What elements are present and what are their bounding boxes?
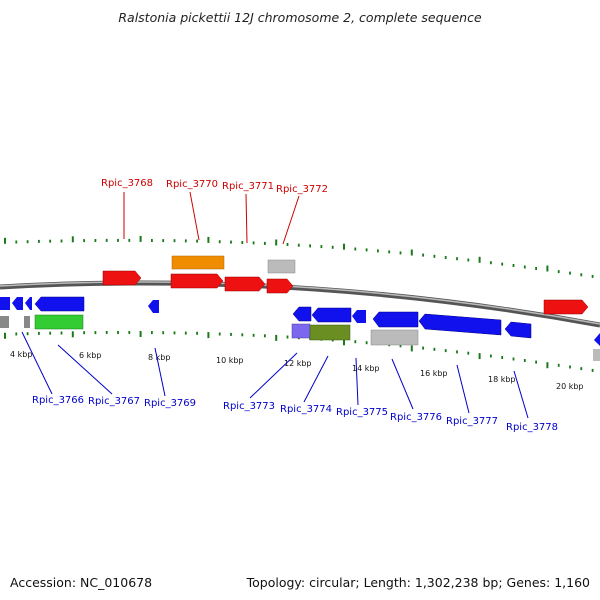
label-rpic-3768[interactable]: Rpic_3768 bbox=[101, 178, 153, 189]
leader-rpic-3772 bbox=[282, 195, 300, 245]
label-rpic-3777[interactable]: Rpic_3777 bbox=[446, 416, 498, 427]
leader-rpic-3769 bbox=[154, 347, 166, 397]
reverse-genes bbox=[0, 296, 600, 361]
leader-rpic-3776 bbox=[391, 358, 414, 410]
forward-labels: Rpic_3768 Rpic_3770 Rpic_3771 Rpic_3772 bbox=[101, 178, 328, 245]
scale-label-8kbp: 8 kbp bbox=[148, 353, 170, 362]
label-rpic-3771[interactable]: Rpic_3771 bbox=[222, 181, 274, 192]
leader-rpic-3767 bbox=[57, 344, 113, 395]
gene-purple-block[interactable] bbox=[291, 323, 311, 339]
label-rpic-3767[interactable]: Rpic_3767 bbox=[88, 396, 140, 407]
reverse-labels: Rpic_3766 Rpic_3767 Rpic_3769 Rpic_3773 … bbox=[21, 331, 558, 433]
leader-rpic-3778 bbox=[513, 370, 529, 419]
scale-label-16kbp: 16 kbp bbox=[420, 369, 448, 378]
gene-rpic-3774[interactable] bbox=[311, 307, 352, 323]
label-rpic-3766[interactable]: Rpic_3766 bbox=[32, 395, 84, 406]
gene-blue-left-edge[interactable] bbox=[0, 297, 10, 310]
gene-rpic-3766[interactable] bbox=[34, 296, 85, 312]
gene-gray-block-bottom[interactable] bbox=[370, 329, 419, 346]
gene-gray-block-top[interactable] bbox=[267, 259, 296, 274]
label-rpic-3775[interactable]: Rpic_3775 bbox=[336, 407, 388, 418]
label-rpic-3772[interactable]: Rpic_3772 bbox=[276, 184, 328, 195]
label-rpic-3778[interactable]: Rpic_3778 bbox=[506, 422, 558, 433]
gene-blue-mid[interactable] bbox=[352, 310, 366, 323]
gene-red-right[interactable] bbox=[543, 299, 589, 315]
label-rpic-3769[interactable]: Rpic_3769 bbox=[144, 398, 196, 409]
label-rpic-3773[interactable]: Rpic_3773 bbox=[223, 401, 275, 412]
gene-olive-block[interactable] bbox=[309, 324, 351, 341]
leader-rpic-3766 bbox=[21, 331, 53, 395]
leader-rpic-3774 bbox=[303, 355, 329, 403]
label-rpic-3776[interactable]: Rpic_3776 bbox=[390, 412, 442, 423]
leader-rpic-3777 bbox=[456, 364, 470, 414]
gene-rpic-3777[interactable] bbox=[504, 321, 532, 339]
gene-rpic-3776[interactable] bbox=[418, 313, 502, 336]
gene-blue-right-edge[interactable] bbox=[594, 333, 600, 346]
gene-blue-small-2[interactable] bbox=[25, 297, 32, 310]
gene-orange-block[interactable] bbox=[171, 255, 225, 270]
scale-label-4kbp: 4 kbp bbox=[10, 350, 32, 359]
forward-genes bbox=[102, 255, 589, 315]
leader-rpic-3773 bbox=[249, 352, 298, 399]
chromosome-backbone-highlight bbox=[0, 281, 600, 325]
scale-label-20kbp: 20 kbp bbox=[556, 382, 584, 391]
chromosome-backbone bbox=[0, 280, 600, 328]
gene-gray-right-edge[interactable] bbox=[593, 349, 600, 361]
topology-text: Topology: circular; Length: 1,302,238 bp… bbox=[246, 575, 590, 590]
gene-rpic-3767[interactable] bbox=[34, 314, 84, 330]
leader-rpic-3770 bbox=[189, 191, 200, 241]
scale-label-18kbp: 18 kbp bbox=[488, 375, 516, 384]
gene-blue-small-1[interactable] bbox=[12, 297, 23, 310]
gene-rpic-3769[interactable] bbox=[148, 300, 159, 313]
gene-rpic-3768[interactable] bbox=[102, 270, 142, 286]
leader-rpic-3771 bbox=[245, 193, 248, 244]
scale-labels: 4 kbp 6 kbp 8 kbp 10 kbp 12 kbp 14 kbp 1… bbox=[10, 350, 584, 391]
label-rpic-3770[interactable]: Rpic_3770 bbox=[166, 179, 218, 190]
leader-rpic-3775 bbox=[355, 357, 359, 406]
scale-label-10kbp: 10 kbp bbox=[216, 356, 244, 365]
gene-rpic-3770[interactable] bbox=[170, 273, 224, 289]
gene-rpic-3775[interactable] bbox=[372, 311, 419, 328]
gene-gray-small[interactable] bbox=[24, 316, 30, 328]
scale-label-6kbp: 6 kbp bbox=[79, 351, 101, 360]
map-title: Ralstonia pickettii 12J chromosome 2, co… bbox=[118, 10, 482, 25]
gene-gray-left-edge[interactable] bbox=[0, 316, 9, 328]
gene-rpic-3773[interactable] bbox=[292, 306, 312, 322]
scale-label-12kbp: 12 kbp bbox=[284, 359, 312, 368]
gene-rpic-3771[interactable] bbox=[224, 276, 266, 292]
scale-label-14kbp: 14 kbp bbox=[352, 364, 380, 373]
upper-tick-row bbox=[4, 235, 594, 278]
gene-rpic-3772[interactable] bbox=[266, 278, 294, 294]
accession-text: Accession: NC_010678 bbox=[10, 575, 153, 590]
label-rpic-3774[interactable]: Rpic_3774 bbox=[280, 404, 332, 415]
